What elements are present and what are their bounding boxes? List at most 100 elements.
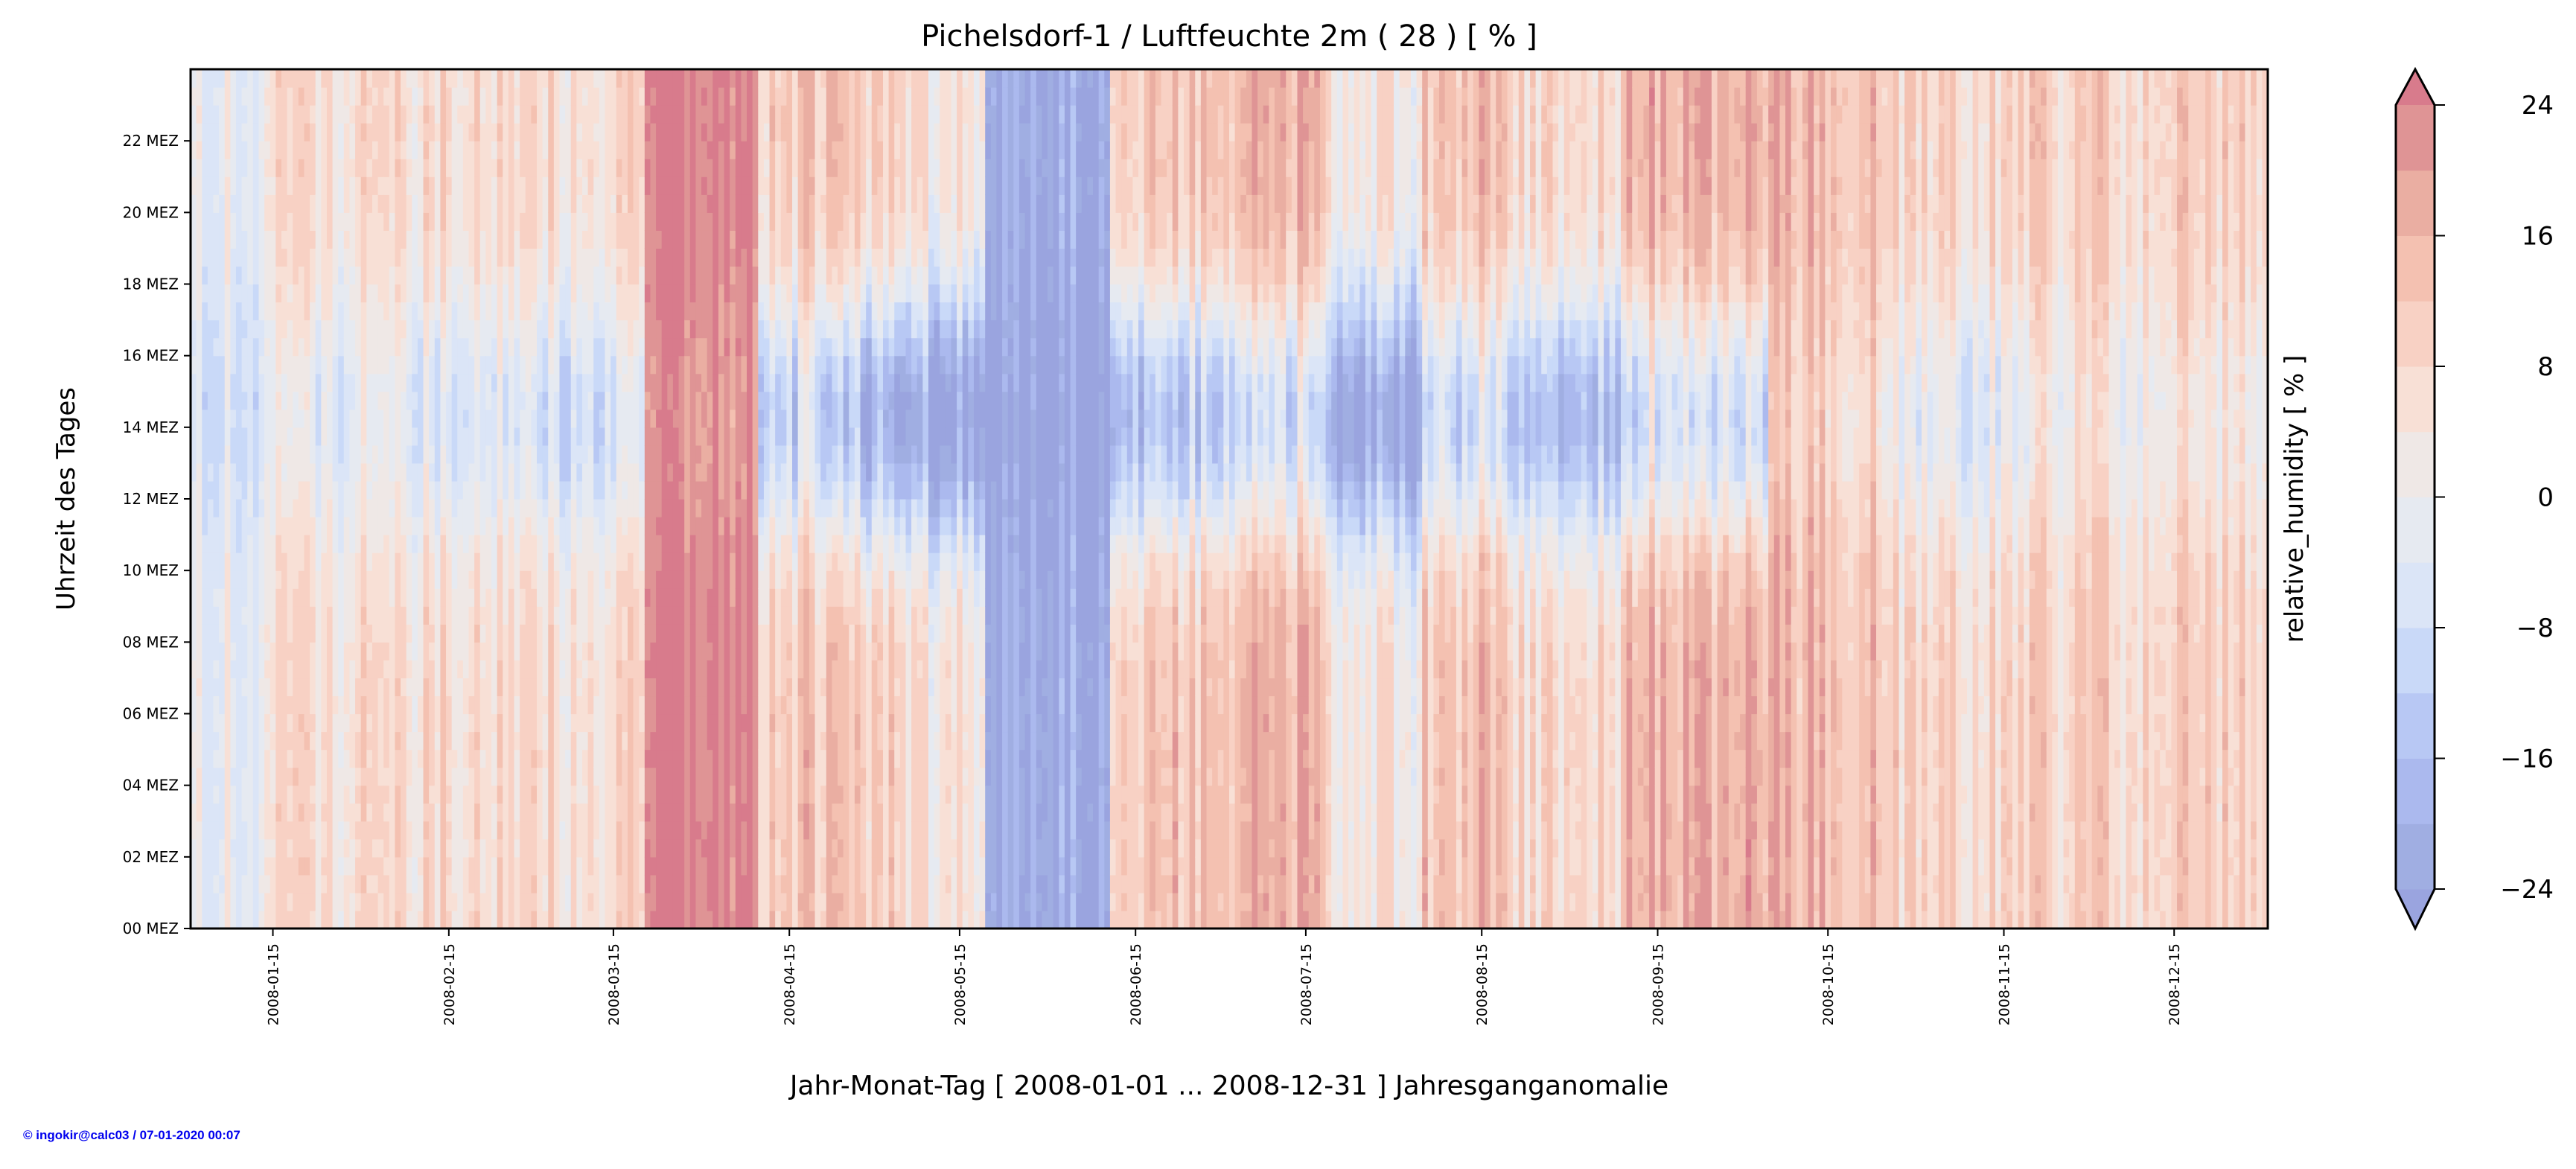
- heatmap-cell: [514, 319, 520, 339]
- heatmap-cell: [406, 337, 412, 357]
- heatmap-cell: [377, 69, 384, 88]
- heatmap-cell: [349, 445, 356, 464]
- heatmap-cell: [610, 462, 617, 482]
- heatmap-cell: [735, 713, 742, 733]
- heatmap-cell: [349, 660, 356, 679]
- heatmap-cell: [531, 480, 538, 500]
- heatmap-cell: [321, 499, 328, 517]
- heatmap-cell: [304, 678, 310, 697]
- heatmap-cell: [235, 176, 243, 195]
- heatmap-cell: [599, 785, 606, 804]
- heatmap-cell: [349, 606, 356, 625]
- heatmap-cell: [241, 212, 248, 231]
- heatmap-cell: [684, 731, 691, 751]
- heatmap-cell: [462, 87, 470, 106]
- heatmap-cell: [741, 606, 747, 625]
- heatmap-cell: [235, 803, 243, 822]
- heatmap-cell: [366, 856, 373, 876]
- heatmap-cell: [548, 624, 555, 643]
- heatmap-cell: [537, 713, 543, 733]
- heatmap-cell: [383, 695, 390, 715]
- heatmap-cell: [531, 159, 538, 177]
- heatmap-cell: [349, 319, 356, 339]
- heatmap-cell: [412, 749, 418, 768]
- heatmap-cell: [287, 462, 293, 482]
- heatmap-cell: [644, 159, 651, 177]
- heatmap-cell: [678, 821, 685, 840]
- heatmap-cell: [565, 87, 572, 106]
- heatmap-cell: [293, 266, 299, 285]
- heatmap-cell: [196, 678, 203, 697]
- heatmap-cell: [667, 319, 674, 339]
- heatmap-cell: [503, 212, 509, 231]
- heatmap-cell: [537, 660, 543, 679]
- heatmap-cell: [310, 284, 316, 303]
- heatmap-cell: [446, 803, 453, 822]
- heatmap-cell: [639, 767, 645, 786]
- heatmap-cell: [412, 445, 418, 464]
- heatmap-cell: [644, 499, 651, 517]
- heatmap-cell: [219, 212, 226, 231]
- heatmap-cell: [503, 391, 509, 410]
- heatmap-cell: [406, 856, 412, 876]
- heatmap-cell: [258, 838, 265, 858]
- heatmap-cell: [360, 141, 367, 159]
- heatmap-cell: [343, 69, 351, 88]
- heatmap-cell: [667, 212, 674, 231]
- heatmap-cell: [667, 767, 674, 786]
- heatmap-cell: [389, 230, 396, 249]
- heatmap-cell: [326, 230, 334, 249]
- heatmap-cell: [451, 123, 458, 141]
- heatmap-cell: [672, 803, 680, 822]
- heatmap-cell: [479, 391, 486, 410]
- heatmap-cell: [196, 373, 203, 392]
- heatmap-cell: [581, 552, 589, 571]
- heatmap-cell: [235, 141, 243, 159]
- heatmap-cell: [196, 588, 203, 607]
- heatmap-cell: [650, 552, 657, 571]
- heatmap-cell: [542, 230, 549, 249]
- heatmap-cell: [423, 266, 430, 285]
- heatmap-cell: [429, 838, 436, 858]
- heatmap-cell: [287, 445, 293, 464]
- heatmap-cell: [258, 69, 265, 88]
- heatmap-cell: [724, 642, 730, 660]
- heatmap-cell: [503, 194, 509, 213]
- heatmap-cell: [377, 767, 384, 786]
- heatmap-cell: [605, 427, 611, 446]
- heatmap-cell: [275, 499, 282, 517]
- heatmap-cell: [667, 373, 674, 392]
- heatmap-cell: [196, 87, 203, 106]
- heatmap-cell: [650, 302, 657, 321]
- heatmap-cell: [457, 319, 464, 339]
- heatmap-cell: [581, 678, 589, 697]
- heatmap-cell: [270, 69, 276, 88]
- heatmap-cell: [258, 767, 265, 786]
- heatmap-cell: [548, 319, 555, 339]
- heatmap-cell: [462, 552, 470, 571]
- heatmap-cell: [224, 606, 231, 625]
- heatmap-cell: [434, 230, 441, 249]
- heatmap-cell: [423, 892, 430, 911]
- heatmap-cell: [707, 642, 713, 660]
- heatmap-cell: [287, 248, 293, 267]
- heatmap-cell: [565, 141, 572, 159]
- heatmap-cell: [610, 874, 617, 894]
- heatmap-cell: [383, 302, 390, 321]
- heatmap-cell: [763, 856, 771, 876]
- heatmap-cell: [610, 480, 617, 500]
- heatmap-cell: [360, 248, 367, 267]
- heatmap-cell: [264, 373, 271, 392]
- heatmap-cell: [570, 176, 577, 195]
- heatmap-cell: [219, 248, 226, 267]
- heatmap-cell: [503, 803, 509, 822]
- heatmap-cell: [497, 552, 503, 571]
- heatmap-cell: [758, 552, 765, 571]
- heatmap-cell: [270, 838, 276, 858]
- heatmap-cell: [497, 874, 503, 894]
- heatmap-cell: [264, 642, 271, 660]
- heatmap-cell: [355, 248, 362, 267]
- heatmap-cell: [196, 535, 203, 553]
- heatmap-cell: [689, 462, 697, 482]
- heatmap-cell: [219, 319, 226, 339]
